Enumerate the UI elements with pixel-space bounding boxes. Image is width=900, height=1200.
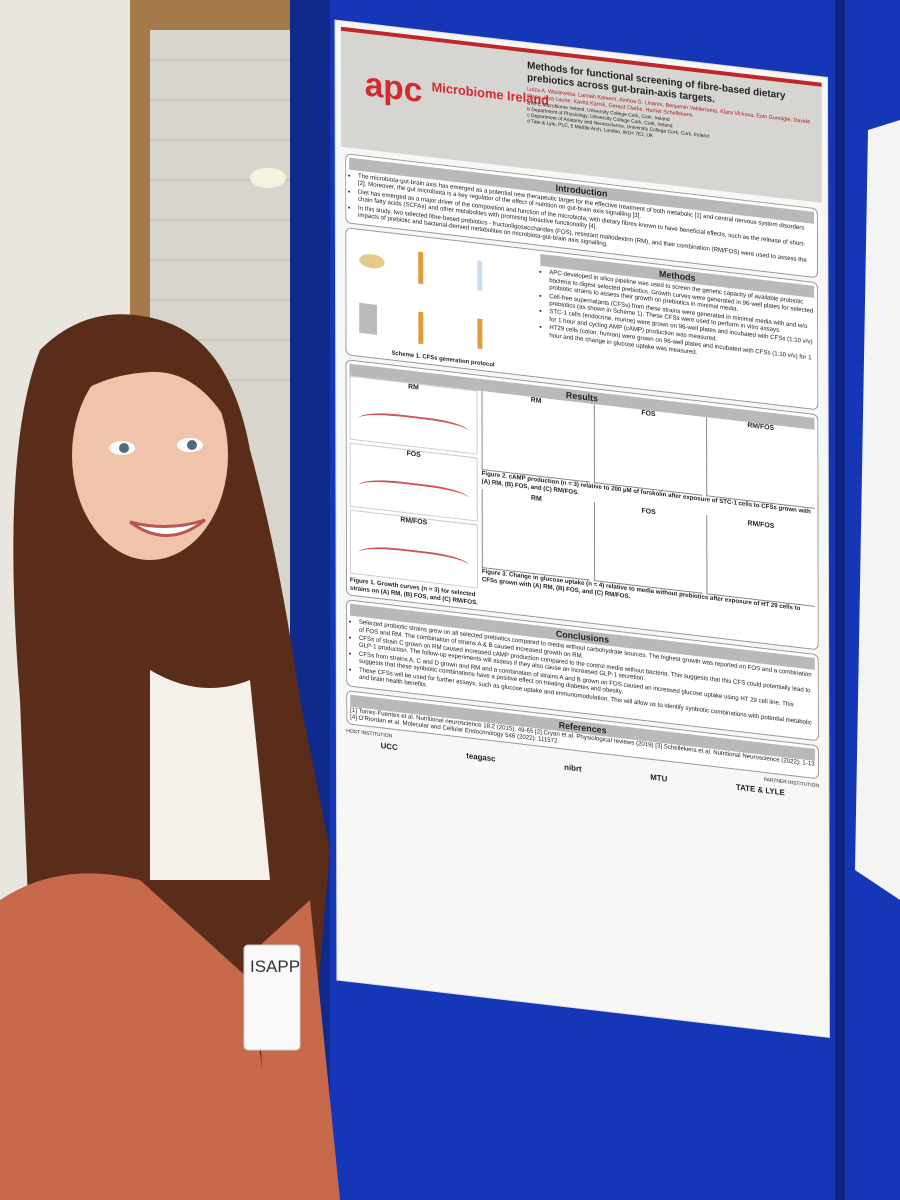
bar-panel: FOS	[593, 502, 703, 595]
bar-panel: RM/FOS	[706, 417, 815, 510]
face	[72, 350, 228, 560]
badge-text: ISAPP	[250, 957, 300, 976]
growth-curves: RM FOS RM/FOS	[349, 376, 478, 592]
blazer	[0, 873, 280, 1200]
poster: apc Microbiome Ireland Methods for funct…	[335, 20, 829, 1040]
bar-panel: FOS	[593, 404, 703, 497]
header-stripe	[340, 26, 822, 87]
board-seam	[835, 0, 845, 1200]
iris	[187, 440, 197, 450]
logo: nibrt	[564, 762, 582, 774]
poster-body: Introduction The microbiota-gut-brain ax…	[345, 153, 819, 1038]
smile	[129, 518, 206, 537]
growth-panel: FOS	[349, 443, 478, 522]
growth-panel: RM/FOS	[349, 510, 478, 589]
badge	[243, 944, 301, 1051]
curve-area	[358, 544, 470, 579]
top	[150, 670, 270, 880]
bar-panel: RM	[481, 391, 590, 484]
bar-panel: RM	[481, 489, 591, 581]
bar-figures: RM FOS RM/FOS Figure 2. cAMP production (n…	[481, 391, 815, 631]
growth-panel: RM	[349, 376, 478, 455]
logo: UCC	[380, 741, 398, 753]
logo: MTU	[650, 772, 668, 784]
logo: teagasc	[466, 751, 496, 764]
curve-area	[358, 410, 469, 445]
curve-area	[358, 477, 469, 512]
logo: TATE & LYLE	[735, 782, 785, 798]
scheme: Scheme 1. CFSs generation protocol	[349, 232, 536, 374]
hair-top	[70, 338, 232, 430]
bar-panel: RM/FOS	[706, 515, 815, 608]
neighbor-poster	[855, 120, 900, 900]
lamp	[250, 168, 286, 188]
iris	[119, 443, 129, 453]
logo-mark: apc	[365, 65, 423, 110]
